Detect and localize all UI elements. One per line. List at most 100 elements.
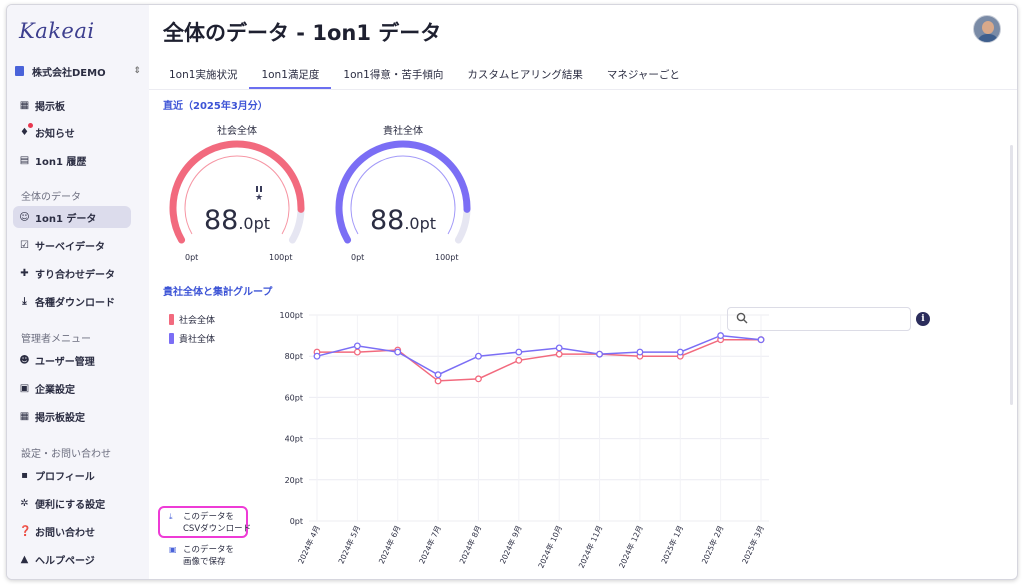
x-tick-label: 2024年 7月: [416, 524, 442, 566]
legend-item-society[interactable]: 社会全体: [169, 313, 215, 326]
data-point: [353, 348, 361, 356]
search-input[interactable]: [727, 307, 911, 331]
section-data-label: 全体のデータ: [21, 192, 81, 203]
recent-label: 直近（2025年3月分）: [163, 101, 268, 112]
gauge-2-max: 100pt: [435, 253, 459, 262]
x-tick-label: 2024年 4月: [295, 524, 321, 566]
gauge-2-value: 88.0pt: [369, 205, 437, 236]
gauge-2-arc: [335, 140, 471, 244]
data-point: [676, 348, 684, 356]
tabs-divider: [149, 89, 1017, 90]
page-title: 全体のデータ - 1on1 データ: [163, 21, 442, 45]
building-icon: [15, 66, 24, 76]
users-icon: ☻: [19, 354, 30, 366]
profile-icon: ▪: [21, 469, 28, 481]
search-icon: [736, 312, 748, 327]
sidebar: Kakeai 株式会社DEMO ⇕ ▦ 掲示板 ♦ お知らせ ▤ 1on1 履歴 全体…: [7, 5, 149, 579]
x-tick-label: 2024年 5月: [336, 524, 362, 566]
company-switcher[interactable]: 株式会社DEMO ⇕: [15, 63, 141, 79]
app-window: Kakeai 株式会社DEMO ⇕ ▦ 掲示板 ♦ お知らせ ▤ 1on1 履歴 全体…: [6, 4, 1018, 580]
y-tick-label: 60pt: [285, 393, 303, 402]
puzzle-icon: ✚: [20, 267, 29, 279]
image-icon: ▣: [169, 545, 177, 554]
svg-text:★: ★: [255, 193, 263, 203]
data-point: [515, 348, 523, 356]
satisfaction-line-chart: 0pt 20pt 40pt 60pt 80pt 100pt 2024年 4月 2024年 5月…: [280, 311, 769, 570]
tab-by-manager[interactable]: マネジャーごと: [606, 68, 680, 81]
board-settings-icon: ▦: [19, 410, 30, 422]
user-avatar[interactable]: [973, 15, 1001, 43]
section-settings-label: 設定・お問い合わせ: [21, 449, 111, 460]
y-tick-label: 20pt: [285, 476, 303, 485]
checkbox-icon: ☑: [20, 239, 29, 251]
y-tick-label: 0pt: [290, 517, 303, 526]
chevron-updown-icon: ⇕: [133, 66, 141, 76]
csv-highlight-box: [158, 506, 248, 538]
data-point: [475, 375, 482, 383]
sidebar-item-alignment-data[interactable]: ✚ すり合わせデータ: [20, 267, 115, 281]
x-tick-label: 2024年 11月: [576, 524, 605, 570]
data-point: [717, 332, 725, 340]
data-point: [596, 350, 603, 358]
sidebar-item-board[interactable]: ▦ 掲示板: [19, 99, 65, 113]
building-icon: ▣: [19, 382, 30, 394]
sidebar-item-company-settings[interactable]: ▣ 企業設定: [19, 382, 75, 396]
section-admin-label: 管理者メニュー: [21, 334, 91, 345]
sidebar-item-downloads[interactable]: ⤓ 各種ダウンロード: [13, 290, 131, 312]
tab-strengths-weaknesses[interactable]: 1on1得意・苦手傾向: [343, 68, 444, 81]
people-icon: ☺: [19, 211, 30, 223]
board-icon: ▦: [19, 99, 30, 111]
bell-icon: ♦: [20, 126, 29, 138]
data-point: [313, 352, 321, 360]
x-tick-label: 2025年 2月: [699, 524, 725, 566]
save-image-button[interactable]: ▣ このデータを 画像で保存: [169, 545, 235, 567]
gauge-2: [335, 140, 471, 244]
x-tick-label: 2024年 12月: [616, 524, 645, 570]
data-point: [475, 352, 482, 360]
data-point: [515, 356, 523, 364]
group-label: 貴社全体と集計グループ: [163, 287, 273, 298]
sidebar-item-help[interactable]: ▲ ヘルプページ: [20, 553, 95, 567]
gauge-1-max: 100pt: [269, 253, 293, 262]
series-line-1: [316, 334, 762, 376]
sidebar-item-convenience-settings[interactable]: ✲ 便利にする設定: [20, 497, 106, 511]
x-tick-label: 2024年 10月: [535, 524, 564, 570]
sidebar-item-contact[interactable]: ❓ お問い合わせ: [19, 525, 95, 539]
legend-swatch-company: [169, 333, 174, 344]
main-content: 全体のデータ - 1on1 データ 1on1実施状況 1on1満足度 1on1得…: [149, 5, 1017, 579]
scrollbar[interactable]: [1010, 145, 1013, 405]
sidebar-item-user-management[interactable]: ☻ ユーザー管理: [19, 354, 95, 368]
tab-implementation-status[interactable]: 1on1実施状況: [169, 68, 238, 81]
data-point: [555, 344, 563, 352]
legend-item-company[interactable]: 貴社全体: [169, 332, 215, 345]
download-icon: ⤓: [169, 512, 173, 521]
gauge-1-inner: [184, 155, 290, 235]
tab-custom-hearing[interactable]: カスタムヒアリング結果: [467, 68, 583, 81]
sidebar-item-notifications[interactable]: ♦ お知らせ: [20, 126, 75, 140]
data-point: [757, 336, 765, 344]
sidebar-item-survey-data[interactable]: ☑ サーベイデータ: [20, 239, 105, 253]
x-tick-label: 2025年 1月: [659, 524, 685, 566]
sidebar-item-board-settings[interactable]: ▦ 掲示板設定: [19, 410, 85, 424]
download-icon: ⤓: [22, 295, 27, 307]
data-point: [434, 371, 442, 379]
chart-legend: 社会全体 貴社全体: [169, 313, 215, 351]
data-point: [394, 348, 402, 356]
gear-icon: ✲: [20, 497, 29, 509]
y-tick-label: 100pt: [280, 311, 303, 320]
csv-download-button[interactable]: ⤓ このデータを CSVダウンロード: [169, 512, 252, 534]
sidebar-item-history[interactable]: ▤ 1on1 履歴: [19, 154, 87, 168]
sidebar-item-1on1-data[interactable]: ☺ 1on1 データ: [13, 206, 131, 228]
y-tick-label: 40pt: [285, 435, 303, 444]
company-name: 株式会社DEMO: [32, 67, 106, 79]
data-point: [353, 342, 361, 350]
gauge-2-min: 0pt: [351, 253, 365, 262]
medal-icon: ★: [255, 186, 263, 203]
gauge-1-title: 社会全体: [217, 126, 257, 137]
history-icon: ▤: [19, 154, 30, 166]
sidebar-item-profile[interactable]: ▪ プロフィール: [13, 464, 131, 486]
graduation-icon: ▲: [20, 553, 29, 565]
info-icon[interactable]: i: [916, 312, 930, 326]
gauge-2-inner: [350, 155, 456, 235]
tab-satisfaction[interactable]: 1on1満足度: [249, 61, 332, 89]
